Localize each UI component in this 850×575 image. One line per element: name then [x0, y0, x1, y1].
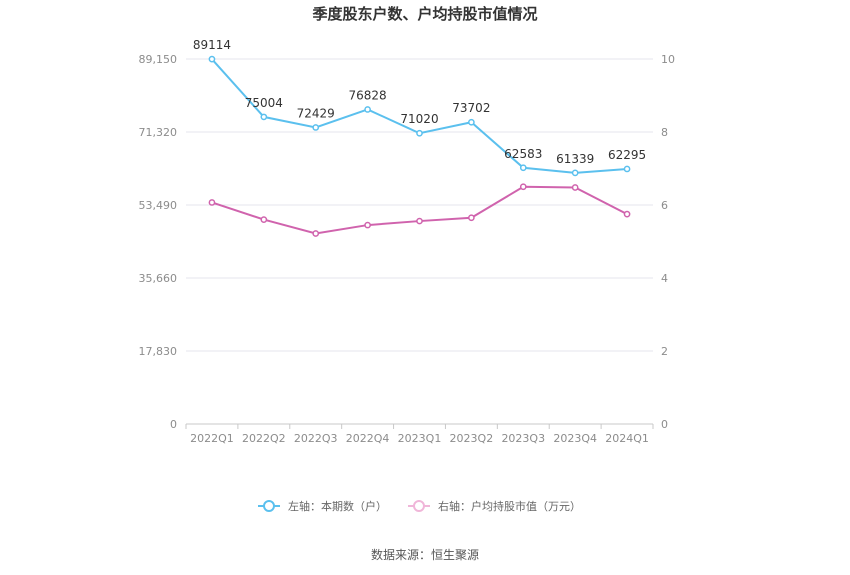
right-tick-label: 4 — [661, 272, 668, 285]
x-axis: 2022Q1 2022Q2 2022Q3 2022Q4 2023Q1 2023Q2 2023… — [190, 432, 649, 445]
point-right-series — [571, 184, 579, 191]
legend-item-right-series[interactable]: 右轴：户均持股市值（万元） — [408, 499, 581, 513]
point-left-series — [364, 106, 371, 113]
point-left-series — [468, 118, 475, 126]
x-tick-label: 2022Q1 — [190, 432, 234, 445]
data-label: 62583 — [504, 147, 542, 161]
data-label: 61339 — [556, 152, 594, 166]
right-tick-label: 6 — [661, 199, 668, 212]
left-tick-label: 89,150 — [139, 53, 178, 66]
x-tick-label: 2023Q2 — [450, 432, 494, 445]
x-tick-label: 2022Q4 — [346, 432, 390, 445]
x-tick-label: 2022Q2 — [242, 432, 286, 445]
right-tick-label: 10 — [661, 53, 675, 66]
legend-right-label: 右轴：户均持股市值（万元） — [438, 499, 581, 513]
point-right-series — [468, 214, 475, 222]
x-tick-label: 2022Q3 — [294, 432, 338, 445]
line-right-series — [211, 185, 628, 235]
point-right-series — [260, 216, 268, 223]
point-right-series — [312, 230, 320, 237]
point-left-series — [571, 169, 579, 177]
x-tick-label: 2024Q1 — [605, 432, 649, 445]
x-tick-label: 2023Q1 — [398, 432, 442, 445]
right-axis: 0 2 4 6 8 10 — [661, 53, 675, 431]
point-left-series — [623, 165, 631, 173]
point-left-series — [312, 124, 320, 131]
left-tick-label: 0 — [170, 418, 177, 431]
point-left-series — [260, 113, 268, 121]
point-right-series — [623, 210, 631, 218]
left-tick-label: 71,320 — [139, 126, 178, 139]
left-axis: 0 17,830 35,660 53,490 71,320 89,150 — [139, 53, 178, 431]
point-right-series — [519, 183, 527, 191]
point-left-series — [416, 129, 423, 137]
legend-right-marker — [413, 500, 425, 512]
data-label: 73702 — [452, 101, 490, 115]
left-tick-label: 35,660 — [139, 272, 178, 285]
x-tick-label: 2023Q4 — [553, 432, 597, 445]
data-label: 75004 — [245, 96, 283, 110]
data-labels: 89114 75004 72429 76828 71020 73702 62583 61339… — [193, 38, 646, 166]
x-tick-label: 2023Q3 — [501, 432, 545, 445]
data-label: 62295 — [608, 148, 646, 162]
data-source: 数据来源：恒生聚源 — [371, 547, 479, 562]
series-lines — [208, 55, 631, 237]
data-label: 89114 — [193, 38, 231, 52]
data-label: 76828 — [349, 88, 387, 102]
right-tick-label: 2 — [661, 345, 668, 358]
point-left-series — [519, 164, 527, 172]
point-right-series — [208, 199, 216, 206]
right-tick-label: 8 — [661, 126, 668, 139]
data-label: 71020 — [400, 112, 438, 126]
chart-title: 季度股东户数、户均持股市值情况 — [312, 5, 537, 23]
left-tick-label: 53,490 — [139, 199, 178, 212]
left-tick-label: 17,830 — [139, 345, 178, 358]
point-right-series — [416, 217, 423, 225]
legend[interactable]: 左轴：本期数（户） 右轴：户均持股市值（万元） — [258, 499, 581, 513]
data-label: 72429 — [297, 106, 335, 120]
right-tick-label: 0 — [661, 418, 668, 431]
legend-left-marker — [263, 500, 275, 512]
point-left-series — [208, 55, 216, 63]
legend-left-label: 左轴：本期数（户） — [288, 499, 387, 513]
legend-item-left-series[interactable]: 左轴：本期数（户） — [258, 499, 387, 513]
point-right-series — [364, 221, 371, 229]
